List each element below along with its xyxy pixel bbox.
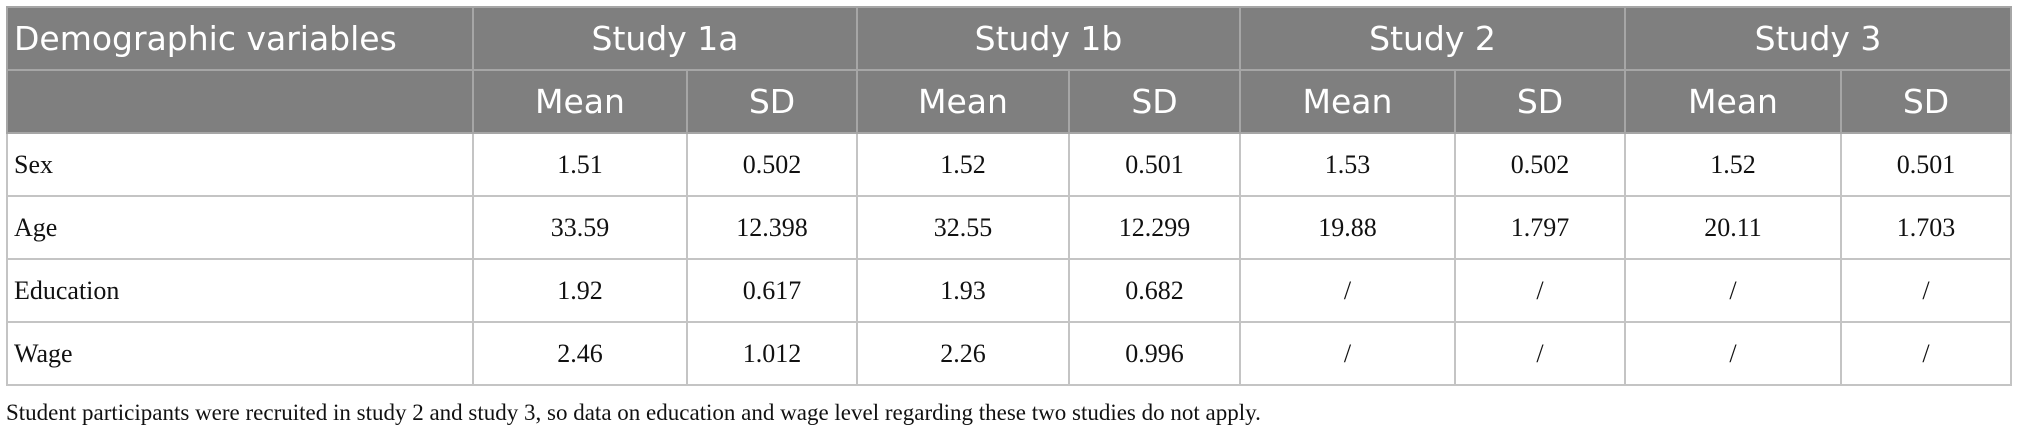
data-row: Sex 1.51 0.502 1.52 0.501 1.53 0.502 1.52 0.501 xyxy=(6,132,2013,197)
header-row: Demographic variables Study 1a Study 1b Stu… xyxy=(6,6,2013,71)
study-header: Study 2 xyxy=(1238,6,1627,71)
cell: 0.501 xyxy=(1840,132,2013,197)
cell: / xyxy=(1840,321,2013,386)
cell: 20.11 xyxy=(1624,195,1843,260)
cell: 0.617 xyxy=(686,258,858,323)
corner-header: Demographic variables xyxy=(6,6,474,71)
cell: 0.682 xyxy=(1068,258,1241,323)
study-header: Study 1b xyxy=(856,6,1241,71)
cell: 32.55 xyxy=(856,195,1070,260)
cell: 1.703 xyxy=(1840,195,2013,260)
cell: 12.299 xyxy=(1068,195,1241,260)
subheader: Mean xyxy=(856,69,1070,134)
row-label: Education xyxy=(6,258,474,323)
cell: 1.92 xyxy=(472,258,688,323)
subheader: Mean xyxy=(472,69,688,134)
subheader-row: Mean SD Mean SD Mean SD Mean SD xyxy=(6,69,2013,134)
row-label: Wage xyxy=(6,321,474,386)
cell: / xyxy=(1624,258,1843,323)
cell: 0.502 xyxy=(686,132,858,197)
cell: 2.46 xyxy=(472,321,688,386)
cell: 33.59 xyxy=(472,195,688,260)
cell: / xyxy=(1239,321,1456,386)
cell: 12.398 xyxy=(686,195,858,260)
cell: / xyxy=(1239,258,1456,323)
data-row: Education 1.92 0.617 1.93 0.682// / / xyxy=(6,258,2013,323)
empty-header xyxy=(6,69,474,134)
footnote: Student participants were recruited in s… xyxy=(6,400,1261,425)
subheader: SD xyxy=(1453,69,1627,134)
data-row: Wage 2.46 1.012 2.26 0.996// / / xyxy=(6,321,2013,386)
cell: 0.502 xyxy=(1453,132,1627,197)
data-table: Demographic variables Study 1a Study 1b Stu… xyxy=(6,6,2013,386)
cell: 1.012 xyxy=(686,321,858,386)
study-header: Study 1a xyxy=(472,6,858,71)
row-label: Sex xyxy=(6,132,474,197)
cell: / xyxy=(1453,258,1627,323)
cell: 0.501 xyxy=(1068,132,1241,197)
subheader: Mean xyxy=(1239,69,1456,134)
cell: 1.797 xyxy=(1453,195,1627,260)
cell: 1.51 xyxy=(472,132,688,197)
subheader: SD xyxy=(1068,69,1241,134)
data-row: Age 33.59 12.398 32.55 12.299 19.88 1.797 20.11… xyxy=(6,195,2013,260)
cell: 0.996 xyxy=(1068,321,1241,386)
cell: 1.93 xyxy=(856,258,1070,323)
cell: 19.88 xyxy=(1239,195,1456,260)
subheader: SD xyxy=(1840,69,2013,134)
subheader: Mean xyxy=(1624,69,1843,134)
cell: / xyxy=(1624,321,1843,386)
cell: 1.53 xyxy=(1239,132,1456,197)
row-label: Age xyxy=(6,195,474,260)
subheader: SD xyxy=(686,69,858,134)
cell: 1.52 xyxy=(856,132,1070,197)
cell: / xyxy=(1840,258,2013,323)
cell: 1.52 xyxy=(1624,132,1843,197)
cell: / xyxy=(1453,321,1627,386)
cell: 2.26 xyxy=(856,321,1070,386)
study-header: Study 3 xyxy=(1624,6,2013,71)
